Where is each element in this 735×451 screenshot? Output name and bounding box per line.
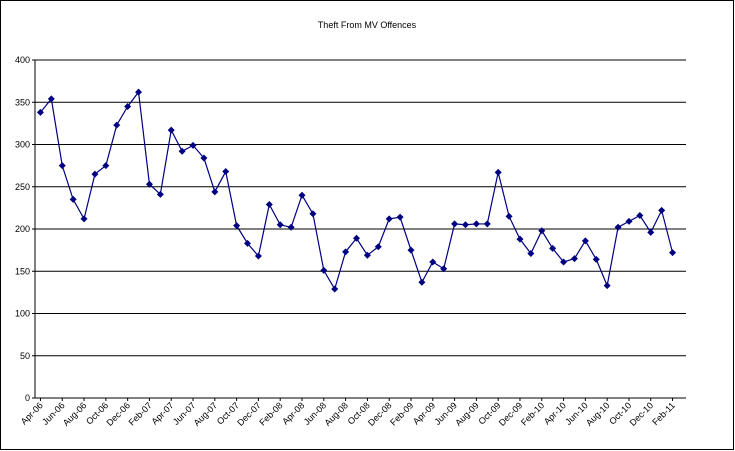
marker [374, 243, 382, 251]
marker [211, 188, 219, 196]
marker [47, 95, 55, 103]
marker [581, 237, 589, 245]
marker [625, 217, 633, 225]
marker [178, 147, 186, 155]
marker [124, 102, 132, 110]
marker [603, 282, 611, 290]
marker [538, 227, 546, 235]
chart-title: Theft From MV Offences [318, 20, 417, 30]
marker [494, 168, 502, 176]
marker [189, 141, 197, 149]
marker [69, 195, 77, 203]
marker [135, 88, 143, 96]
marker [505, 212, 513, 220]
marker [560, 258, 568, 266]
y-tick-label: 300 [15, 140, 30, 150]
marker [265, 200, 273, 208]
marker [58, 162, 66, 170]
marker [102, 162, 110, 170]
marker [80, 215, 88, 223]
marker [342, 248, 350, 256]
marker [669, 249, 677, 257]
y-tick-label: 250 [15, 182, 30, 192]
marker [167, 126, 175, 134]
marker [592, 255, 600, 263]
marker [385, 215, 393, 223]
marker [527, 250, 535, 258]
marker [222, 168, 230, 176]
y-tick-label: 150 [15, 266, 30, 276]
marker [418, 278, 426, 286]
marker [353, 234, 360, 242]
marker [331, 285, 339, 293]
marker [113, 121, 121, 129]
marker [658, 206, 666, 214]
y-tick-label: 200 [15, 224, 30, 234]
marker [483, 220, 491, 228]
y-tick-label: 350 [15, 97, 30, 107]
marker [407, 246, 415, 254]
marker [156, 190, 164, 198]
marker [429, 258, 437, 266]
y-tick-label: 100 [15, 309, 30, 319]
marker [636, 211, 644, 219]
marker [472, 220, 480, 228]
marker [276, 221, 284, 229]
marker [244, 239, 252, 247]
marker [440, 265, 448, 273]
marker [145, 180, 153, 188]
y-tick-label: 0 [25, 393, 30, 403]
marker [287, 223, 295, 231]
marker [614, 223, 622, 231]
y-tick-label: 400 [15, 55, 30, 65]
marker [36, 108, 44, 116]
marker [320, 266, 328, 274]
marker [461, 221, 469, 229]
marker [396, 213, 404, 221]
marker [647, 228, 655, 236]
marker [570, 255, 578, 263]
marker [549, 244, 557, 252]
marker [91, 170, 99, 178]
marker [363, 251, 371, 259]
marker [309, 210, 317, 218]
marker [516, 235, 524, 243]
marker [451, 220, 459, 228]
marker [254, 252, 262, 260]
marker [233, 222, 241, 230]
y-tick-label: 50 [20, 351, 30, 361]
marker [200, 154, 208, 162]
marker [298, 191, 306, 199]
